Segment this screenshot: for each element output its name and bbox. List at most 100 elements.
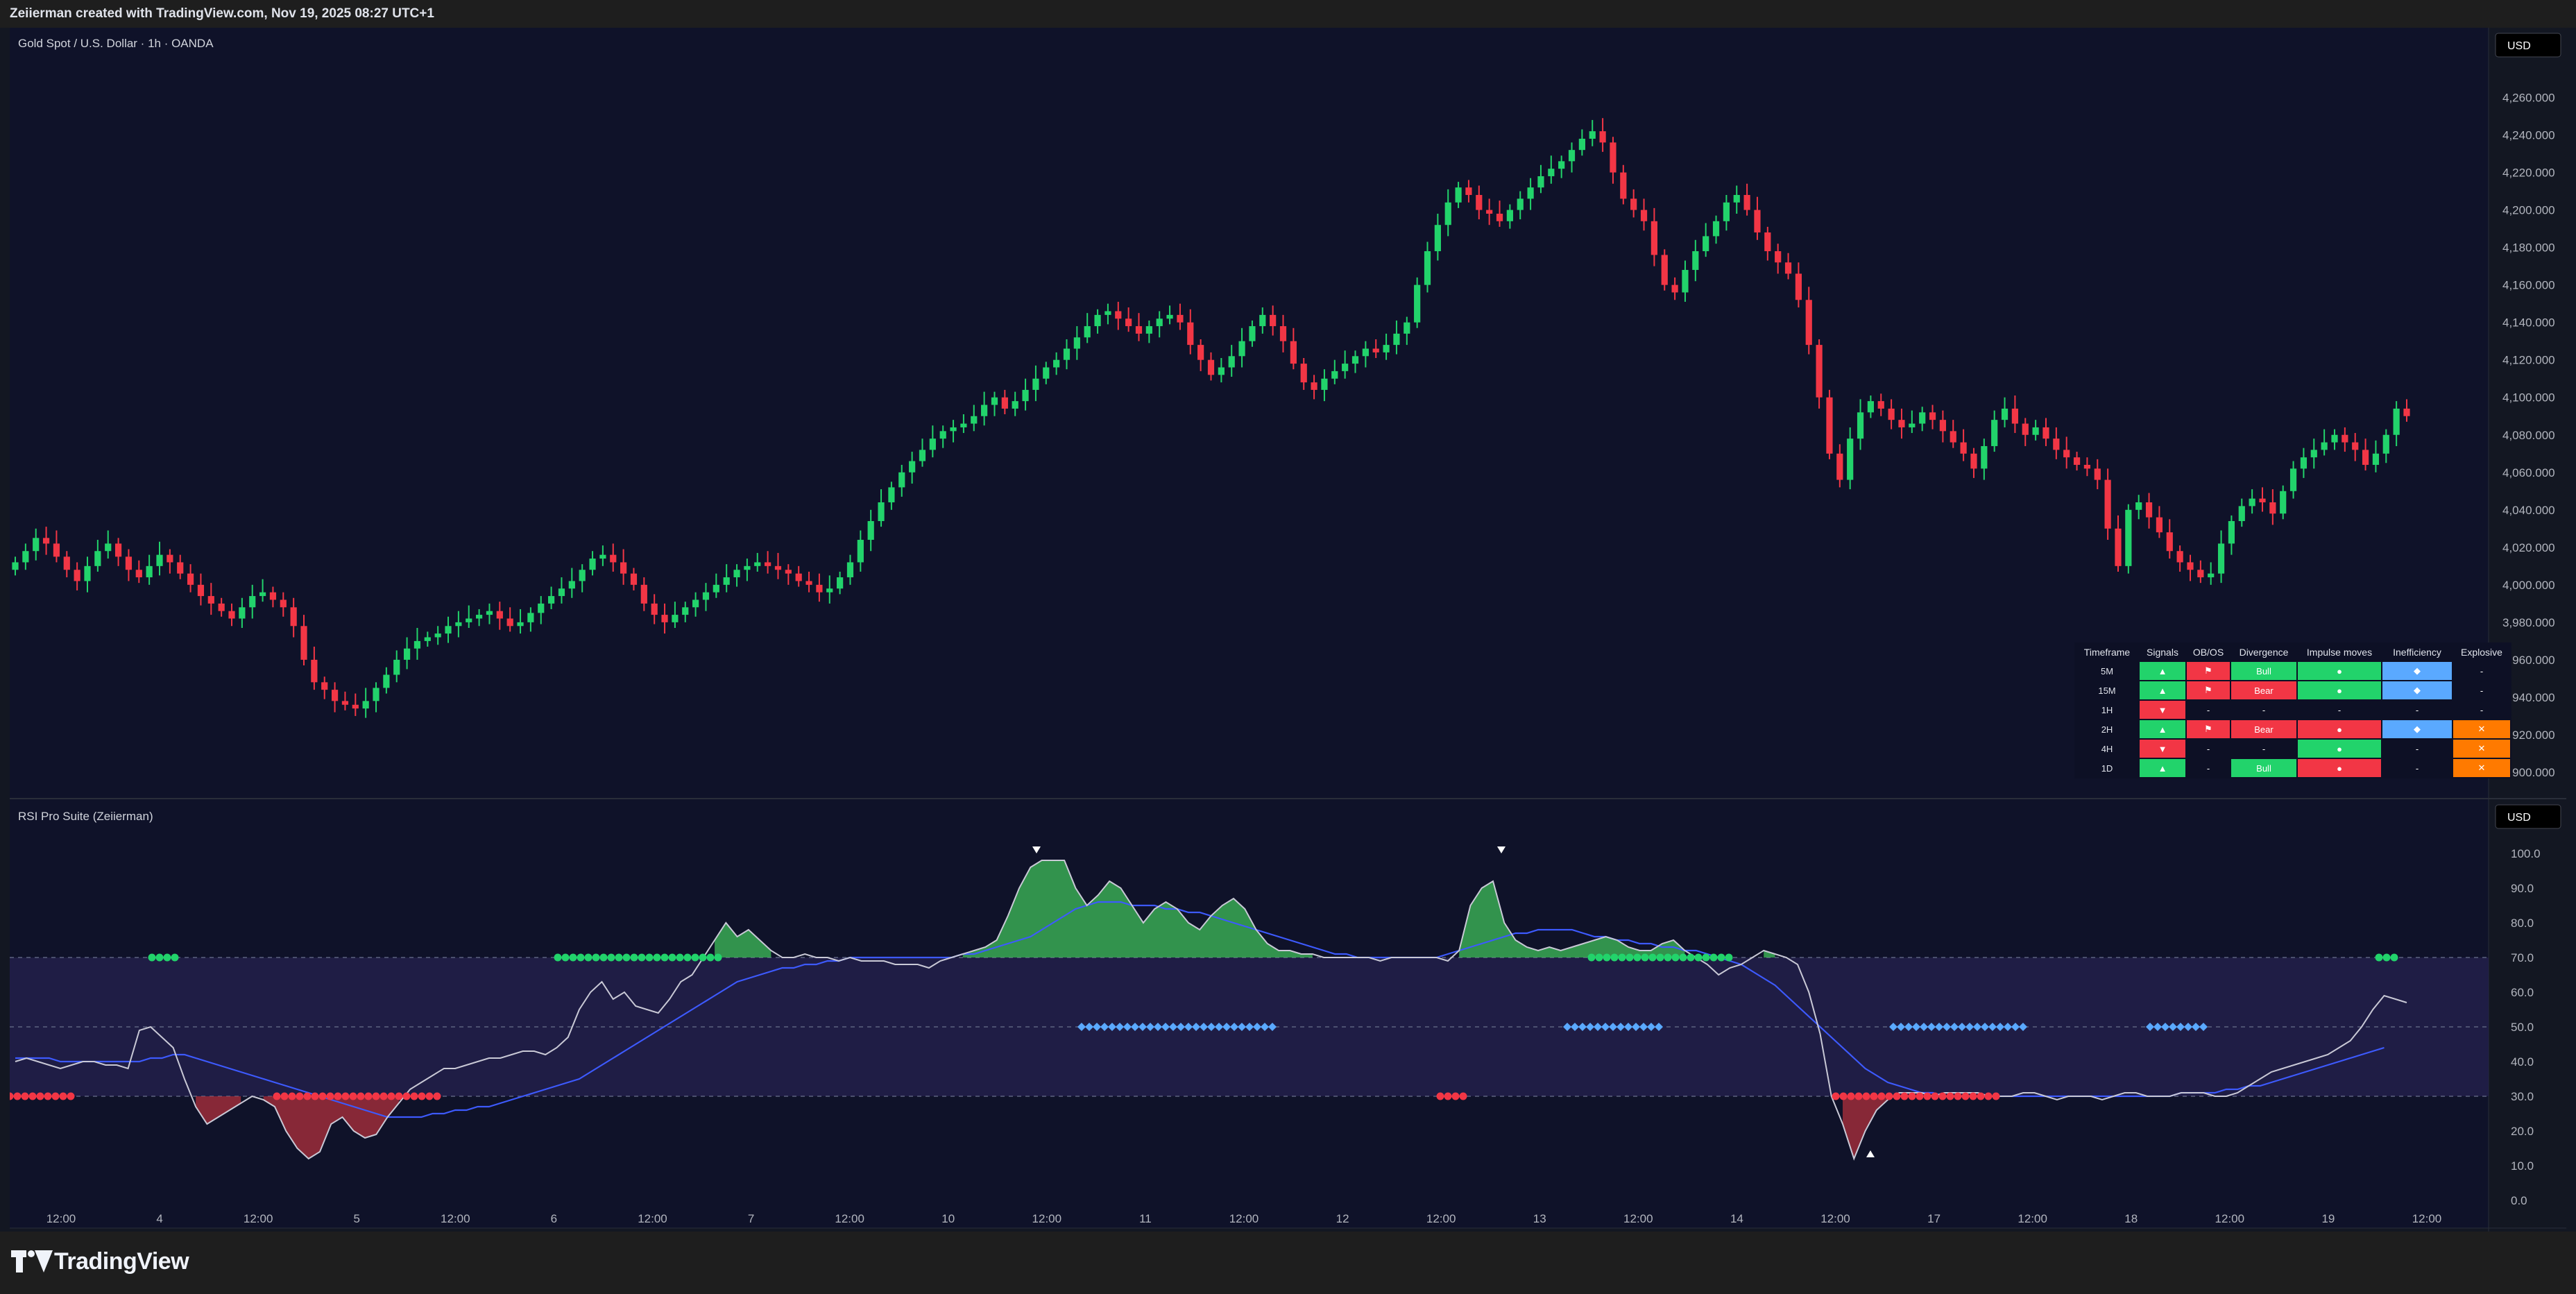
time-tick-9: 10 — [941, 1212, 955, 1225]
candle-body — [1177, 314, 1184, 323]
candle-body — [888, 487, 895, 502]
ob-marker — [1626, 953, 1634, 962]
candle-body — [2115, 528, 2122, 566]
inefficiency-marker — [1935, 1023, 1943, 1031]
os-marker — [1459, 1092, 1467, 1100]
candle-body — [723, 577, 730, 585]
ob-marker — [638, 953, 646, 962]
inefficiency-marker — [1958, 1023, 1966, 1031]
candle-body — [1249, 326, 1256, 341]
cell-impulse: ● — [2298, 720, 2381, 738]
candle-body — [1414, 284, 1421, 323]
candle-body — [1970, 453, 1977, 469]
candle-body — [383, 674, 390, 688]
inefficiency-marker — [1222, 1023, 1231, 1031]
candle-body — [1939, 420, 1947, 432]
candle-body — [1650, 221, 1657, 255]
os-marker — [1832, 1092, 1840, 1100]
price-tick-10: 4,060.000 — [2502, 466, 2555, 479]
candle-body — [1826, 397, 1833, 454]
candle-body — [1712, 221, 1720, 237]
cell-divergence: - — [2231, 740, 2296, 758]
inefficiency-marker — [1207, 1023, 1216, 1031]
os-marker — [303, 1092, 312, 1100]
candle-body — [2300, 457, 2308, 469]
candle-body — [1981, 445, 1988, 469]
table-row: 1H ▼ - - - - - — [2076, 701, 2510, 719]
candle-body — [2208, 573, 2215, 578]
cell-impulse: ● — [2298, 681, 2381, 699]
inefficiency-marker — [1586, 1023, 1594, 1031]
cell-divergence: Bear — [2231, 720, 2296, 738]
candle-body — [1795, 273, 1802, 300]
candle-body — [1104, 311, 1111, 315]
ob-marker — [584, 953, 592, 962]
candle-body — [547, 596, 555, 604]
time-tick-12: 12:00 — [1229, 1212, 1259, 1225]
price-tick-0: 4,260.000 — [2502, 92, 2555, 105]
candle-body — [63, 556, 70, 570]
candle-body — [1857, 412, 1864, 439]
main-currency-badge[interactable] — [2495, 33, 2561, 58]
candle-body — [1404, 322, 1410, 334]
inefficiency-marker — [1169, 1023, 1177, 1031]
candle-body — [1032, 378, 1039, 390]
candle-body — [12, 562, 19, 570]
ob-marker — [683, 953, 692, 962]
os-marker — [372, 1092, 380, 1100]
cell-impulse: ● — [2298, 662, 2381, 680]
rsi-currency-badge[interactable] — [2495, 804, 2561, 829]
cell-signals: ▲ — [2140, 720, 2185, 738]
candle-body — [1259, 314, 1266, 327]
inefficiency-marker — [1154, 1023, 1162, 1031]
tradingview-logo[interactable]: TradingView — [11, 1248, 189, 1275]
candle-body — [1898, 420, 1905, 427]
candle-body — [1960, 442, 1967, 454]
candle-body — [795, 573, 802, 581]
os-marker — [357, 1092, 365, 1100]
candle-body — [1764, 232, 1771, 252]
cell-explosive: - — [2453, 681, 2510, 699]
ob-marker — [645, 953, 654, 962]
candle-body — [1703, 236, 1709, 252]
candle-body — [506, 618, 513, 627]
candle-body — [466, 618, 472, 622]
candle-body — [1393, 333, 1400, 346]
ob-marker — [1717, 953, 1725, 962]
os-marker — [21, 1092, 29, 1100]
inefficiency-marker — [1184, 1023, 1193, 1031]
price-axis-bg[interactable] — [2489, 28, 2566, 1232]
os-marker — [1969, 1092, 1977, 1100]
cell-impulse: ● — [2298, 740, 2381, 758]
candle-body — [527, 613, 534, 622]
inefficiency-marker — [2146, 1023, 2154, 1031]
candle-body — [2238, 506, 2245, 522]
time-tick-22: 12:00 — [2215, 1212, 2245, 1225]
os-marker — [1984, 1092, 1993, 1100]
inefficiency-marker — [1988, 1023, 1997, 1031]
candle-body — [2083, 464, 2091, 469]
rsi-tick-2: 80.0 — [2511, 917, 2534, 930]
ob-marker — [163, 953, 171, 962]
ob-marker — [1648, 953, 1657, 962]
price-tick-11: 4,040.000 — [2502, 504, 2555, 517]
ob-marker — [1694, 953, 1703, 962]
os-marker — [1954, 1092, 1962, 1100]
candle-body — [300, 626, 307, 660]
os-marker — [418, 1092, 426, 1100]
time-axis[interactable]: 12:00 4 12:00 5 12:00 6 12:00 7 12:00 10 12:00 11 12… — [46, 1212, 2442, 1225]
candle-body — [1599, 131, 1606, 143]
candle-body — [599, 554, 606, 559]
inefficiency-marker — [1609, 1023, 1617, 1031]
inefficiency-marker — [1268, 1023, 1277, 1031]
candle-body — [1991, 420, 1998, 446]
os-marker — [1877, 1092, 1886, 1100]
chart-frame[interactable]: 4,260.000 4,240.000 4,220.000 4,200.000 4,18… — [10, 28, 2566, 1232]
inefficiency-marker — [1200, 1023, 1208, 1031]
candle-body — [53, 543, 60, 557]
cell-obos: - — [2187, 701, 2230, 719]
table-row: 2H ▲ ⚑ Bear ● ◆ ✕ — [2076, 720, 2510, 738]
chart-canvas[interactable]: 4,260.000 4,240.000 4,220.000 4,200.000 4,18… — [10, 28, 2566, 1232]
inefficiency-marker — [1889, 1023, 1897, 1031]
os-marker — [395, 1092, 403, 1100]
